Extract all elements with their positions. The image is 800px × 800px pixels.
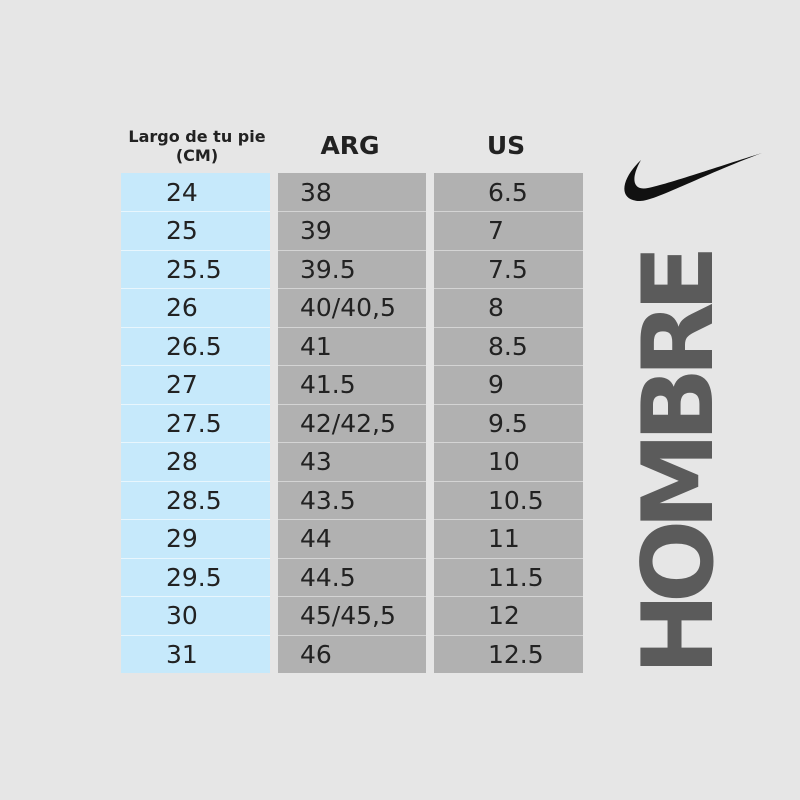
- cm-column: [121, 173, 270, 673]
- row-separator: [121, 365, 270, 367]
- row-separator: [434, 596, 583, 598]
- cell: 39.5: [300, 254, 356, 284]
- cell: 7: [488, 216, 504, 246]
- row-separator: [434, 403, 583, 405]
- row-separator: [434, 634, 583, 636]
- row-separator: [278, 249, 426, 251]
- row-separator: [434, 365, 583, 367]
- cell: 28: [166, 447, 198, 477]
- cell: 10.5: [488, 485, 544, 515]
- row-separator: [434, 249, 583, 251]
- row-separator: [278, 519, 426, 521]
- cell: 29.5: [166, 562, 222, 592]
- header-arg: ARG: [320, 131, 380, 160]
- cell: 25.5: [166, 254, 222, 284]
- arg-column: [278, 173, 426, 673]
- row-separator: [434, 519, 583, 521]
- row-separator: [434, 480, 583, 482]
- row-separator: [121, 442, 270, 444]
- cell: 12: [488, 601, 520, 631]
- cell: 28.5: [166, 485, 222, 515]
- row-separator: [434, 288, 583, 290]
- cell: 25: [166, 216, 198, 246]
- row-separator: [278, 365, 426, 367]
- cell: 31: [166, 639, 198, 669]
- cell: 27.5: [166, 408, 222, 438]
- cell: 9.5: [488, 408, 528, 438]
- cell: 6.5: [488, 178, 528, 207]
- cell: 29: [166, 524, 198, 554]
- cell: 41.5: [300, 370, 356, 400]
- row-separator: [121, 403, 270, 405]
- cell: 12.5: [488, 639, 544, 669]
- cell: 38: [300, 178, 332, 207]
- cell: 42/42,5: [300, 408, 396, 438]
- cell: 46: [300, 639, 332, 669]
- cell: 26: [166, 293, 198, 323]
- cell: 11.5: [488, 562, 544, 592]
- row-separator: [121, 288, 270, 290]
- row-separator: [278, 442, 426, 444]
- row-separator: [278, 288, 426, 290]
- cell: 30: [166, 601, 198, 631]
- row-separator: [121, 326, 270, 328]
- cell: 27: [166, 370, 198, 400]
- row-separator: [278, 211, 426, 213]
- cell: 44.5: [300, 562, 356, 592]
- header-cm: Largo de tu pie (CM): [128, 127, 266, 165]
- cell: 39: [300, 216, 332, 246]
- side-label: HOMBRE: [622, 245, 736, 675]
- row-separator: [121, 557, 270, 559]
- cell: 40/40,5: [300, 293, 396, 323]
- cell: 26.5: [166, 331, 222, 361]
- cell: 8: [488, 293, 504, 323]
- row-separator: [121, 634, 270, 636]
- us-column: [434, 173, 583, 673]
- row-separator: [434, 557, 583, 559]
- row-separator: [434, 442, 583, 444]
- cell: 45/45,5: [300, 601, 396, 631]
- cell: 41: [300, 331, 332, 361]
- cell: 7.5: [488, 254, 528, 284]
- cell: 43: [300, 447, 332, 477]
- row-separator: [121, 480, 270, 482]
- row-separator: [121, 211, 270, 213]
- row-separator: [434, 211, 583, 213]
- row-separator: [434, 326, 583, 328]
- row-separator: [121, 519, 270, 521]
- swoosh-logo: [624, 153, 762, 201]
- cell: 43.5: [300, 485, 356, 515]
- cell: 24: [166, 178, 198, 207]
- cell: 10: [488, 447, 520, 477]
- row-separator: [121, 249, 270, 251]
- row-separator: [278, 557, 426, 559]
- row-separator: [278, 326, 426, 328]
- row-separator: [278, 403, 426, 405]
- row-separator: [278, 596, 426, 598]
- row-separator: [278, 634, 426, 636]
- cell: 9: [488, 370, 504, 400]
- cell: 11: [488, 524, 520, 554]
- header-us: US: [486, 131, 526, 160]
- cell: 8.5: [488, 331, 528, 361]
- row-separator: [121, 596, 270, 598]
- cell: 44: [300, 524, 332, 554]
- row-separator: [278, 480, 426, 482]
